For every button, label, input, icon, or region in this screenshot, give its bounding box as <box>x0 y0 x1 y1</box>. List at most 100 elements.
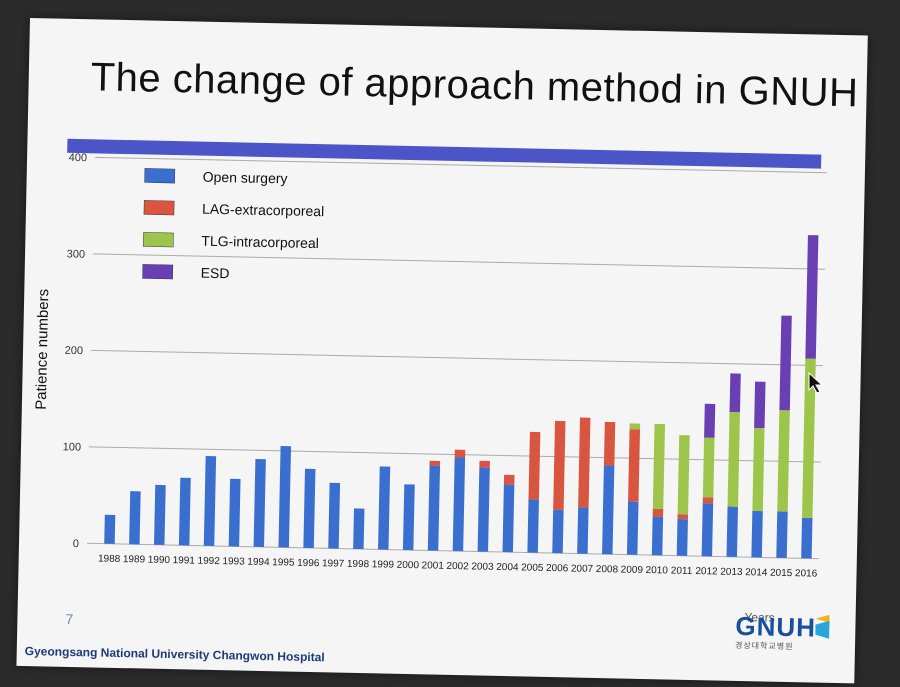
bar-lag-extracorporeal-2005 <box>528 431 541 500</box>
slide-number: 7 <box>65 610 74 628</box>
bar-open-surgery-1990 <box>154 484 166 545</box>
bar-open-surgery-1996 <box>303 468 316 549</box>
bar-open-surgery-1992 <box>203 456 217 546</box>
bar-esd-2012 <box>704 403 716 438</box>
bar-open-surgery-2000 <box>402 484 415 551</box>
x-tick-label: 2010 <box>645 565 668 576</box>
x-axis-label: Years <box>744 610 775 625</box>
legend-swatch <box>142 232 174 248</box>
bar-open-surgery-2001 <box>427 465 441 551</box>
gridline <box>95 156 827 174</box>
y-axis-label: Patience numbers <box>33 289 53 410</box>
y-tick-label: 100 <box>63 441 82 453</box>
x-tick-label: 2011 <box>671 566 693 577</box>
bar-open-surgery-2002 <box>452 457 466 552</box>
bar-esd-2016 <box>805 235 819 359</box>
bar-tlg-intracorporeal-2014 <box>752 427 765 512</box>
bar-open-surgery-1991 <box>178 477 191 546</box>
gnuh-logo: GNUH 경상대학교병원 <box>735 611 836 663</box>
bar-lag-extracorporeal-2011 <box>677 514 689 520</box>
x-tick-label: 2000 <box>397 560 420 571</box>
bar-open-surgery-2015 <box>776 511 788 558</box>
bar-open-surgery-1997 <box>328 482 341 549</box>
x-tick-label: 1996 <box>297 558 320 569</box>
x-tick-label: 2013 <box>720 567 743 578</box>
x-tick-label: 2004 <box>496 562 519 573</box>
x-tick-label: 1991 <box>173 555 196 566</box>
x-tick-label: 1995 <box>272 557 295 568</box>
bar-tlg-intracorporeal-2013 <box>727 411 740 507</box>
legend-label: TLG-intracorporeal <box>201 233 319 251</box>
x-tick-label: 2002 <box>446 561 469 572</box>
bar-lag-extracorporeal-2010 <box>652 508 664 517</box>
x-tick-label: 1988 <box>98 554 121 565</box>
x-tick-label: 1992 <box>197 556 220 567</box>
x-tick-label: 2003 <box>471 561 494 572</box>
bar-open-surgery-2008 <box>602 465 615 555</box>
bar-esd-2013 <box>729 373 741 413</box>
bar-lag-extracorporeal-2001 <box>429 460 441 466</box>
x-tick-label: 1989 <box>123 554 146 565</box>
footer-hospital-name: Gyeongsang National University Changwon … <box>24 644 325 665</box>
gridline <box>93 253 825 270</box>
x-tick-label: 2008 <box>596 564 619 575</box>
bar-lag-extracorporeal-2006 <box>553 420 566 510</box>
bar-lag-extracorporeal-2003 <box>479 460 490 468</box>
x-tick-label: 2005 <box>521 562 544 573</box>
x-tick-label: 2007 <box>571 563 594 574</box>
legend-swatch <box>144 168 176 184</box>
y-tick-label: 0 <box>73 538 79 550</box>
x-tick-label: 2014 <box>745 567 768 578</box>
x-tick-label: 2015 <box>770 568 793 579</box>
bar-lag-extracorporeal-2009 <box>628 429 641 502</box>
bar-open-surgery-1995 <box>278 446 292 548</box>
bar-open-surgery-1994 <box>253 459 266 548</box>
bar-tlg-intracorporeal-2016 <box>802 358 816 518</box>
bar-open-surgery-1998 <box>353 508 365 550</box>
bar-open-surgery-2014 <box>751 510 763 558</box>
mouse-cursor-icon <box>808 372 824 394</box>
bar-tlg-intracorporeal-2012 <box>702 437 715 498</box>
bar-tlg-intracorporeal-2009 <box>629 423 641 430</box>
legend-label: ESD <box>201 265 230 282</box>
bar-tlg-intracorporeal-2015 <box>777 410 790 512</box>
bar-open-surgery-1988 <box>104 514 116 544</box>
bar-tlg-intracorporeal-2010 <box>652 423 666 510</box>
x-tick-label: 2001 <box>421 560 444 571</box>
x-tick-label: 2009 <box>621 564 644 575</box>
bar-open-surgery-2009 <box>626 501 639 555</box>
bar-open-surgery-2012 <box>701 503 714 557</box>
bar-open-surgery-2016 <box>801 517 813 559</box>
bar-open-surgery-2010 <box>651 516 664 556</box>
bar-lag-extracorporeal-2007 <box>578 417 591 508</box>
x-tick-label: 1999 <box>372 559 395 570</box>
bar-lag-extracorporeal-2002 <box>454 449 466 458</box>
gridline <box>91 349 823 367</box>
x-tick-label: 1990 <box>148 555 171 566</box>
bar-open-surgery-2007 <box>577 507 589 554</box>
y-tick-label: 200 <box>65 345 84 357</box>
bar-lag-extracorporeal-2012 <box>702 497 714 504</box>
x-tick-label: 1994 <box>247 557 270 568</box>
legend-label: Open surgery <box>203 169 288 187</box>
bar-open-surgery-2004 <box>502 484 515 553</box>
x-tick-label: 1997 <box>322 558 345 569</box>
x-tick-label: 1998 <box>347 559 370 570</box>
x-tick-label: 2006 <box>546 563 569 574</box>
bar-open-surgery-2005 <box>527 499 539 553</box>
bar-esd-2014 <box>754 381 766 429</box>
bar-open-surgery-2006 <box>552 509 564 554</box>
bar-lag-extracorporeal-2004 <box>503 474 515 485</box>
x-tick-label: 2012 <box>695 566 718 577</box>
bar-esd-2015 <box>779 315 792 411</box>
bar-tlg-intracorporeal-2011 <box>677 435 690 515</box>
y-tick-label: 300 <box>67 248 86 260</box>
bar-open-surgery-2003 <box>477 467 490 552</box>
bar-open-surgery-2013 <box>726 506 739 557</box>
bar-open-surgery-1989 <box>129 491 141 545</box>
bar-open-surgery-1993 <box>228 478 241 547</box>
y-tick-label: 400 <box>69 152 88 164</box>
legend-swatch <box>142 264 174 280</box>
